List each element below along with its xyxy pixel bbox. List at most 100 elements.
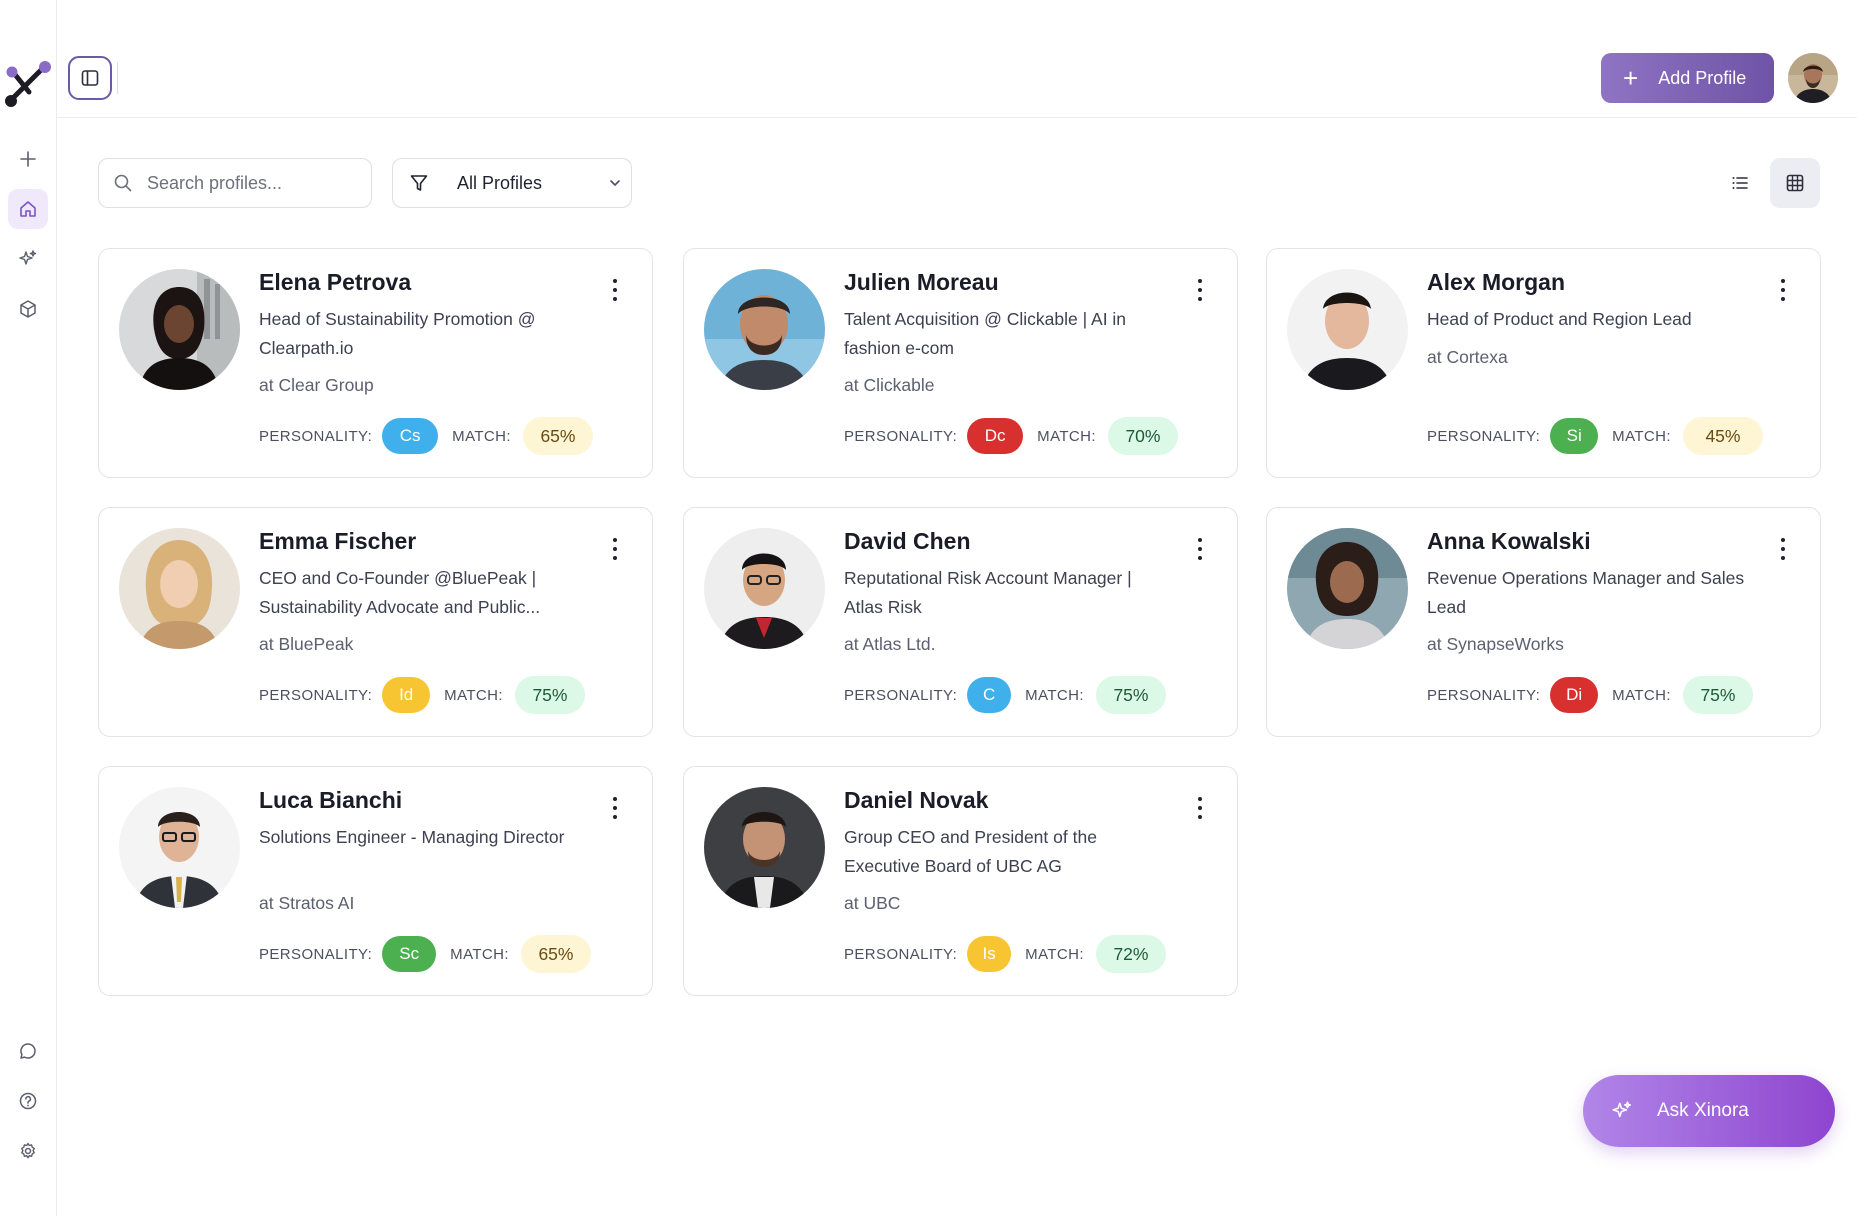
filter-icon (410, 175, 428, 191)
personality-badge: Sc (382, 936, 437, 972)
profile-title: Talent Acquisition @ Clickable | AI in f… (844, 309, 1127, 358)
chevron-down-icon (610, 180, 620, 186)
profile-card[interactable]: David Chen Reputational Risk Account Man… (683, 507, 1238, 737)
home-button[interactable] (8, 189, 48, 229)
profile-meta: PERSONALITY: Is MATCH: 72% (844, 935, 1166, 973)
chat-button[interactable] (8, 1031, 48, 1071)
profile-card[interactable]: Luca Bianchi Solutions Engineer - Managi… (98, 766, 653, 996)
profile-title: Head of Product and Region Lead (1427, 309, 1692, 329)
new-item-button[interactable] (8, 139, 48, 179)
match-badge: 75% (1095, 676, 1166, 714)
profile-name[interactable]: Anna Kowalski (1427, 528, 1591, 554)
profile-title: Group CEO and President of the Executive… (844, 827, 1097, 876)
match-badge: 45% (1682, 417, 1763, 455)
more-options-icon[interactable] (1197, 279, 1203, 301)
profile-card[interactable]: Anna Kowalski Revenue Operations Manager… (1266, 507, 1821, 737)
settings-button[interactable] (8, 1131, 48, 1171)
profile-photo (119, 269, 240, 390)
profile-name[interactable]: Luca Bianchi (259, 787, 403, 813)
personality-badge: C (967, 677, 1012, 713)
profile-company: at Clear Group (259, 375, 374, 395)
personality-badge: Is (967, 936, 1012, 972)
profile-meta: PERSONALITY: Si MATCH: 45% (1427, 417, 1763, 455)
personality-badge: Si (1550, 418, 1599, 454)
sidebar-toggle-button[interactable] (68, 56, 112, 100)
search-box[interactable] (98, 158, 372, 208)
top-header: + Add Profile (57, 0, 1857, 118)
more-options-icon[interactable] (612, 797, 618, 819)
profile-name[interactable]: Alex Morgan (1427, 269, 1566, 295)
match-badge: 70% (1107, 417, 1178, 455)
package-button[interactable] (8, 289, 48, 329)
profile-card[interactable]: Alex Morgan Head of Product and Region L… (1266, 248, 1821, 478)
profile-meta: PERSONALITY: Dc MATCH: 70% (844, 417, 1178, 455)
help-button[interactable] (8, 1081, 48, 1121)
sparkle-icon (19, 250, 37, 265)
more-options-icon[interactable] (1780, 279, 1786, 301)
profile-company: at BluePeak (259, 634, 354, 654)
sparkle-button[interactable] (8, 239, 48, 279)
match-label: MATCH: (452, 427, 511, 445)
grid-view-button[interactable] (1770, 158, 1820, 208)
profile-photo (1287, 269, 1408, 390)
profile-company: at Cortexa (1427, 347, 1508, 367)
match-label: MATCH: (1612, 686, 1671, 704)
profile-filter-select[interactable]: All Profiles (392, 158, 632, 208)
profile-photo (704, 787, 825, 908)
profile-meta: PERSONALITY: Di MATCH: 75% (1427, 676, 1753, 714)
ask-xinora-button[interactable]: Ask Xinora (1583, 1075, 1835, 1147)
match-badge: 75% (514, 676, 585, 714)
package-icon (20, 300, 36, 318)
more-options-icon[interactable] (1780, 538, 1786, 560)
profile-company: at SynapseWorks (1427, 634, 1564, 654)
more-options-icon[interactable] (612, 538, 618, 560)
filter-label: All Profiles (457, 172, 543, 193)
personality-label: PERSONALITY: (1427, 427, 1541, 445)
profile-card[interactable]: Elena Petrova Head of Sustainability Pro… (98, 248, 653, 478)
match-badge: 75% (1682, 676, 1753, 714)
profile-name[interactable]: Daniel Novak (844, 787, 989, 813)
profile-card[interactable]: Daniel Novak Group CEO and President of … (683, 766, 1238, 996)
profile-card[interactable]: Julien Moreau Talent Acquisition @ Click… (683, 248, 1238, 478)
personality-badge: Id (382, 677, 431, 713)
profile-photo (704, 269, 825, 390)
more-options-icon[interactable] (612, 279, 618, 301)
profile-name[interactable]: Julien Moreau (844, 269, 999, 295)
more-options-icon[interactable] (1197, 538, 1203, 560)
profile-card[interactable]: Emma Fischer CEO and Co-Founder @BluePea… (98, 507, 653, 737)
profile-name[interactable]: Elena Petrova (259, 269, 412, 295)
personality-label: PERSONALITY: (844, 427, 958, 445)
match-label: MATCH: (1612, 427, 1671, 445)
profile-company: at Stratos AI (259, 893, 355, 913)
search-input[interactable] (147, 172, 347, 194)
personality-label: PERSONALITY: (844, 686, 958, 704)
more-options-icon[interactable] (1197, 797, 1203, 819)
profile-meta: PERSONALITY: Id MATCH: 75% (259, 676, 585, 714)
profile-meta: PERSONALITY: Cs MATCH: 65% (259, 417, 593, 455)
match-badge: 72% (1095, 935, 1166, 973)
personality-label: PERSONALITY: (259, 686, 373, 704)
profile-photo (1287, 528, 1408, 649)
add-profile-button[interactable]: + Add Profile (1601, 53, 1774, 103)
profile-title: Reputational Risk Account Manager | Atla… (844, 568, 1132, 617)
match-label: MATCH: (450, 945, 509, 963)
profile-name[interactable]: Emma Fischer (259, 528, 417, 554)
user-avatar[interactable] (1788, 53, 1838, 103)
plus-icon: + (1623, 63, 1639, 93)
personality-label: PERSONALITY: (1427, 686, 1541, 704)
help-icon (19, 1092, 37, 1110)
match-badge: 65% (520, 935, 591, 973)
profile-title: Revenue Operations Manager and Sales Lea… (1427, 568, 1745, 617)
profile-name[interactable]: David Chen (844, 528, 971, 554)
ask-xinora-label: Ask Xinora (1657, 1100, 1749, 1121)
personality-badge: Cs (382, 418, 439, 454)
profile-photo (119, 787, 240, 908)
match-label: MATCH: (444, 686, 503, 704)
personality-label: PERSONALITY: (259, 427, 373, 445)
profile-photo (704, 528, 825, 649)
gear-icon (21, 1142, 35, 1159)
add-profile-label: Add Profile (1658, 67, 1747, 88)
chat-icon (20, 1043, 36, 1059)
list-view-button[interactable] (1716, 158, 1764, 208)
app-logo[interactable] (3, 58, 53, 110)
